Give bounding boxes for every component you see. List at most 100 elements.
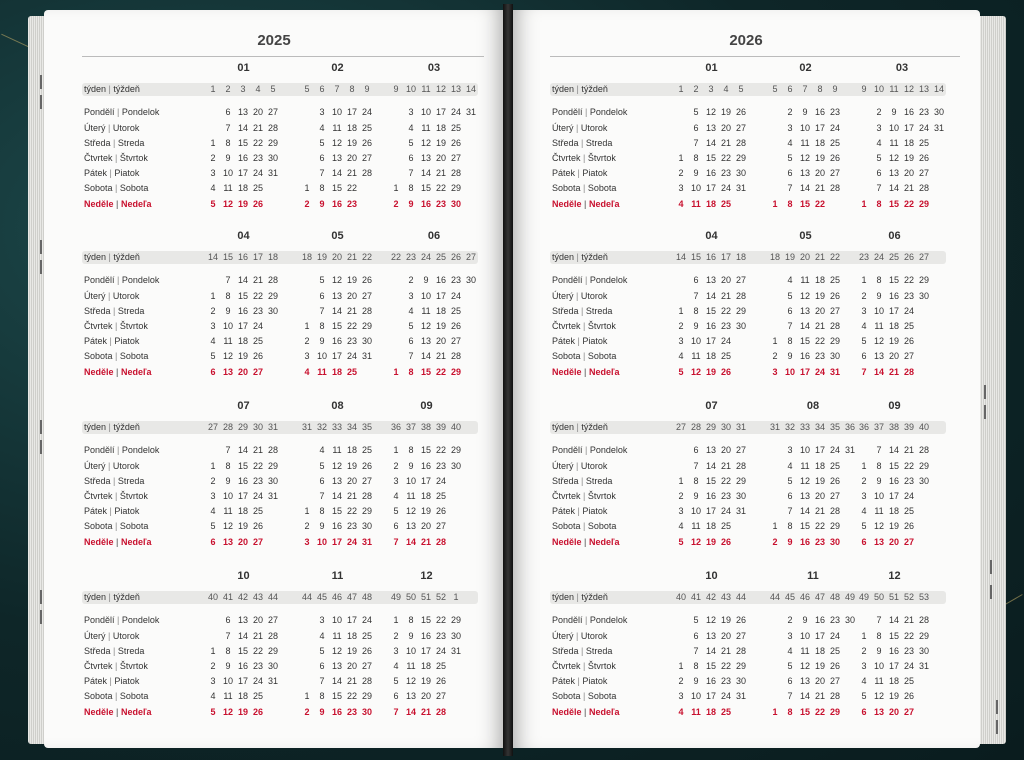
day-label-cz: Sobota [552, 521, 581, 531]
day-label-sk: Streda [585, 646, 613, 656]
week-number: 36 [844, 422, 855, 432]
day-label: Sobota | Sobota [552, 691, 616, 701]
edge-tab-mark [990, 560, 992, 574]
week-label-sk: týždeň [581, 252, 608, 262]
edge-tab-mark [996, 720, 998, 734]
date-cell: 17 [705, 691, 716, 701]
sunday-date: 12 [222, 707, 233, 717]
date-cell: 14 [331, 168, 342, 178]
date-cell: 28 [361, 491, 372, 501]
week-number: 2 [693, 84, 699, 94]
week-number: 17 [720, 252, 731, 262]
sunday-date: 29 [918, 199, 929, 209]
date-cell: 14 [888, 615, 899, 625]
week-number: 44 [301, 592, 312, 602]
date-cell: 5 [408, 321, 414, 331]
day-label-cz: Čtvrtek [84, 321, 113, 331]
date-cell: 8 [787, 521, 793, 531]
date-cell: 28 [361, 676, 372, 686]
date-cell: 28 [918, 183, 929, 193]
date-cell: 12 [331, 138, 342, 148]
day-label-sk: Utorok [580, 631, 608, 641]
date-cell: 5 [408, 138, 414, 148]
sunday-date: 19 [237, 707, 248, 717]
sunday-date: 30 [450, 199, 461, 209]
date-cell: 13 [331, 291, 342, 301]
date-cell: 20 [814, 306, 825, 316]
page-edges-left [28, 16, 44, 744]
date-cell: 7 [787, 321, 793, 331]
date-cell: 29 [735, 661, 746, 671]
date-cell: 22 [720, 153, 731, 163]
date-cell: 17 [237, 491, 248, 501]
week-label-cz: týden [552, 84, 575, 94]
week-number: 13 [918, 84, 929, 94]
sunday-date: 19 [705, 537, 716, 547]
date-cell: 16 [888, 476, 899, 486]
week-number: 33 [799, 422, 810, 432]
date-cell: 30 [918, 476, 929, 486]
date-cell: 24 [252, 676, 263, 686]
date-cell: 23 [720, 321, 731, 331]
label-separator: | [112, 661, 120, 671]
quarter-block: týden | týždeň Pondělí | Pondelok Úterý | … [82, 230, 478, 380]
label-separator: | [112, 691, 120, 701]
date-cell: 31 [918, 661, 929, 671]
date-cell: 13 [237, 615, 248, 625]
date-cell: 11 [800, 646, 810, 656]
date-cell: 7 [408, 351, 414, 361]
date-cell: 7 [225, 275, 231, 285]
day-label-sk: Pondelok [589, 445, 628, 455]
week-number: 27 [465, 252, 476, 262]
date-cell: 13 [873, 351, 884, 361]
day-label: Pondělí | Pondelok [552, 275, 627, 285]
label-separator: | [575, 506, 583, 516]
date-cell: 18 [237, 183, 248, 193]
label-separator: | [578, 306, 586, 316]
date-cell: 27 [361, 291, 372, 301]
label-separator: | [114, 615, 122, 625]
week-number: 29 [705, 422, 716, 432]
sunday-date: 27 [252, 537, 263, 547]
date-cell: 22 [252, 461, 263, 471]
date-cell: 26 [829, 661, 840, 671]
label-separator: | [107, 168, 115, 178]
date-cell: 20 [252, 615, 263, 625]
label-separator: | [574, 84, 582, 94]
sunday-date: 2 [304, 707, 310, 717]
date-cell: 22 [720, 476, 731, 486]
date-cell: 14 [331, 491, 342, 501]
date-cell: 29 [267, 138, 278, 148]
date-cell: 4 [210, 691, 216, 701]
date-cell: 5 [787, 153, 793, 163]
sunday-date: 1 [393, 367, 399, 377]
year-title: 2026 [729, 32, 763, 49]
sunday-date: 20 [237, 367, 248, 377]
sunday-date: 27 [903, 707, 914, 717]
day-label-cz: Pátek [552, 506, 576, 516]
day-label-sk: Pondelok [121, 107, 160, 117]
sunday-date: 16 [331, 199, 342, 209]
day-label-cz: Neděle [552, 707, 582, 717]
date-cell: 1 [861, 275, 867, 285]
date-cell: 10 [690, 336, 701, 346]
date-cell: 30 [361, 521, 372, 531]
week-label-cz: týden [84, 592, 107, 602]
quarter-block: týden | týždeň Pondělí | Pondelok Úterý | … [550, 230, 946, 380]
week-number: 41 [222, 592, 233, 602]
sunday-date: 30 [361, 707, 372, 717]
sunday-date: 12 [690, 537, 701, 547]
sunday-date: 6 [210, 537, 216, 547]
date-cell: 6 [319, 661, 325, 671]
date-cell: 22 [346, 506, 357, 516]
date-cell: 26 [903, 691, 914, 701]
date-cell: 27 [829, 491, 840, 501]
date-cell: 21 [903, 183, 914, 193]
date-cell: 17 [888, 491, 899, 501]
week-number: 4 [255, 84, 261, 94]
date-cell: 28 [450, 168, 461, 178]
date-cell: 15 [888, 275, 899, 285]
date-cell: 17 [888, 661, 899, 671]
week-label: týden | týždeň [552, 84, 608, 94]
label-separator: | [574, 252, 582, 262]
